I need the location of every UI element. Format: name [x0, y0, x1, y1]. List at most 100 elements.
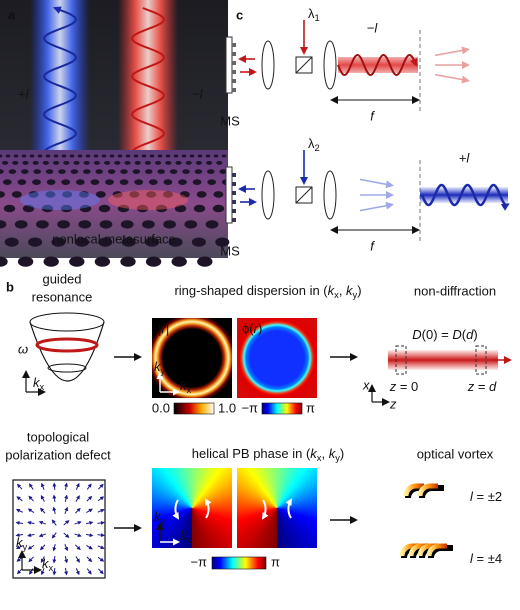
label-part: , — [339, 283, 346, 298]
hole — [45, 154, 51, 158]
hole — [173, 154, 179, 158]
hole — [155, 204, 168, 213]
label-part: y — [335, 453, 340, 463]
label: f — [370, 108, 375, 123]
hole — [197, 154, 203, 158]
label-part: ring-shaped dispersion in ( — [174, 283, 328, 298]
meta-atom — [232, 209, 236, 213]
hole — [169, 169, 178, 175]
hole — [213, 154, 219, 158]
hole — [0, 220, 7, 229]
arrow — [29, 568, 34, 575]
label: helical PB phase in (kx, ky) — [192, 446, 344, 463]
arrow — [64, 544, 69, 552]
label-part: D — [412, 327, 421, 342]
label-part: l — [470, 489, 474, 504]
arrow — [86, 495, 93, 502]
label: l = ±2 — [470, 489, 502, 504]
hole — [17, 179, 27, 185]
arrow — [38, 533, 46, 538]
hole — [70, 169, 79, 175]
label: |r| — [158, 321, 169, 336]
label-part: λ — [308, 6, 315, 21]
hole — [134, 179, 144, 185]
arrow — [64, 506, 69, 514]
label-part: = — [474, 379, 489, 394]
label-part: x — [317, 453, 322, 463]
hole — [132, 169, 141, 175]
hole — [165, 160, 172, 165]
hole — [21, 169, 29, 175]
hole — [0, 169, 4, 174]
arrow — [40, 544, 46, 551]
arrow — [29, 483, 34, 490]
hole — [193, 204, 206, 213]
hole — [205, 220, 219, 229]
label: −l — [367, 20, 379, 35]
arrow — [52, 506, 57, 515]
lens — [261, 170, 275, 220]
hole — [124, 160, 131, 165]
hole — [163, 179, 173, 185]
label-part: k — [346, 283, 354, 298]
hole — [94, 256, 111, 267]
arrow — [52, 482, 57, 491]
label-part: k — [154, 509, 162, 524]
hole — [189, 154, 195, 158]
arrow — [15, 533, 24, 538]
label: MS — [220, 243, 240, 258]
arrow — [75, 507, 81, 514]
vortex-lobe — [417, 483, 438, 497]
polarizer-diagonal — [295, 186, 313, 204]
meta-atom — [232, 43, 236, 47]
label-part: ϕ( — [242, 321, 254, 336]
hole — [141, 154, 147, 158]
hole — [212, 204, 225, 213]
arrow — [359, 201, 394, 212]
hole — [78, 191, 90, 198]
hole — [206, 160, 213, 165]
arrow — [85, 533, 94, 538]
hole — [93, 154, 99, 158]
arrow — [52, 555, 57, 564]
hole — [32, 160, 39, 165]
label-part: k — [16, 535, 24, 550]
hole — [99, 220, 113, 229]
hole — [46, 179, 56, 185]
arrow — [75, 568, 80, 576]
hole — [90, 179, 100, 185]
label-part: d — [466, 327, 474, 342]
label: +l — [18, 86, 30, 101]
rotation-arrow — [204, 498, 212, 519]
hole — [162, 191, 174, 198]
label: c — [236, 7, 243, 22]
vortex-lobe — [417, 543, 438, 557]
arrow — [434, 73, 470, 84]
hole — [185, 160, 192, 165]
hole — [191, 237, 206, 247]
hole — [95, 191, 106, 198]
label: f — [370, 238, 375, 253]
label: a — [8, 7, 16, 22]
arrow — [40, 556, 45, 563]
label: D(0) = D(d) — [412, 327, 477, 342]
arrow — [64, 494, 69, 503]
arrow — [51, 532, 57, 539]
arrow — [75, 544, 81, 551]
hole — [41, 204, 54, 213]
plane-zd — [475, 345, 487, 375]
arrow — [97, 496, 105, 502]
label: 1.0 — [218, 400, 236, 415]
hole — [45, 169, 54, 175]
lens — [323, 170, 337, 220]
hole — [61, 154, 67, 158]
arrow — [97, 520, 105, 525]
hole — [114, 160, 121, 165]
label: non-diffraction — [414, 283, 496, 298]
hole — [28, 237, 43, 247]
label: −π — [241, 400, 258, 415]
arrow — [85, 520, 94, 525]
hole — [78, 220, 92, 229]
